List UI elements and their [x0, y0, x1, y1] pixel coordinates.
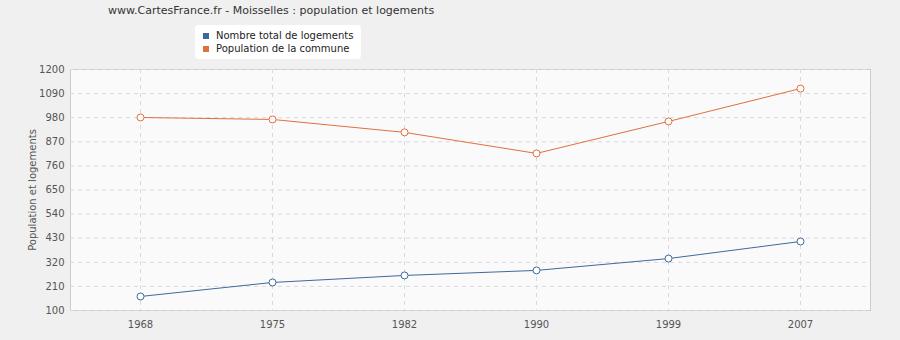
html-text:Population de la commune: Population de la commune [216, 43, 350, 54]
svg-text:1200: 1200 [39, 64, 64, 75]
svg-text:1090: 1090 [39, 88, 64, 99]
svg-text:870: 870 [45, 136, 64, 147]
svg-text:Population et logements: Population et logements [27, 129, 38, 251]
html-text:Nombre total de logements: Nombre total de logements [216, 30, 354, 41]
svg-text:2007: 2007 [788, 319, 813, 330]
svg-text:210: 210 [45, 281, 64, 292]
svg-text:100: 100 [45, 305, 64, 316]
svg-text:1968: 1968 [128, 319, 153, 330]
html-text:www.CartesFrance.fr - Moissell: www.CartesFrance.fr - Moisselles : popul… [108, 4, 435, 17]
svg-text:320: 320 [45, 257, 64, 268]
svg-text:760: 760 [45, 160, 64, 171]
svg-text:1982: 1982 [392, 319, 417, 330]
svg-text:650: 650 [45, 184, 64, 195]
svg-text:1990: 1990 [524, 319, 549, 330]
svg-text:430: 430 [45, 232, 64, 243]
svg-text:980: 980 [45, 112, 64, 123]
svg-text:540: 540 [45, 208, 64, 219]
svg-text:1999: 1999 [656, 319, 681, 330]
svg-text:1975: 1975 [260, 319, 285, 330]
